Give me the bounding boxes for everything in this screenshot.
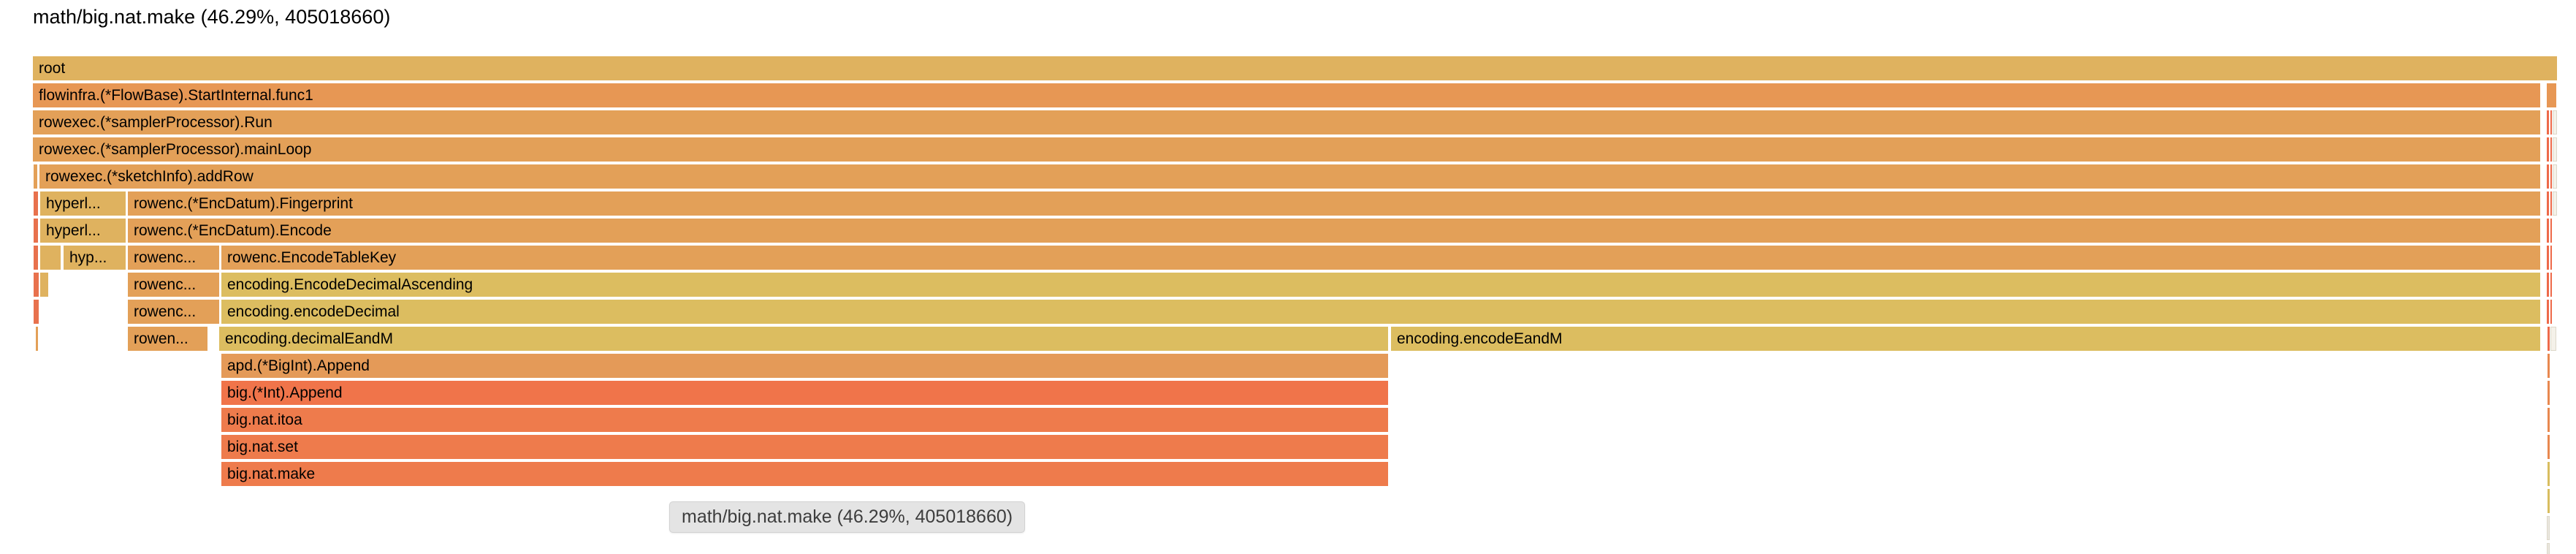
frame-flowbase-startinternal-func1[interactable]: flowinfra.(*FlowBase).StartInternal.func… bbox=[33, 83, 2540, 107]
frame-sliver[interactable] bbox=[2547, 543, 2550, 554]
frame-sliver[interactable] bbox=[2547, 516, 2550, 540]
frame-root[interactable]: root bbox=[33, 56, 2557, 80]
frame-encoding-encodedecimalascending[interactable]: encoding.EncodeDecimalAscending bbox=[221, 273, 2540, 297]
frame-samplerprocessor-run[interactable]: rowexec.(*samplerProcessor).Run bbox=[33, 110, 2540, 134]
frame-sliver[interactable] bbox=[34, 246, 38, 270]
frame-sliver[interactable] bbox=[2547, 219, 2549, 243]
frame-rowenc-encodetablekey[interactable]: rowenc.EncodeTableKey bbox=[221, 246, 2540, 270]
page-title: math/big.nat.make (46.29%, 405018660) bbox=[33, 6, 391, 28]
frame-sliver[interactable] bbox=[36, 327, 38, 351]
frame-sliver[interactable] bbox=[2550, 273, 2552, 297]
frame-sliver[interactable] bbox=[2550, 164, 2552, 189]
frame-hyperl-truncated[interactable]: hyperl... bbox=[40, 219, 126, 243]
frame-sliver[interactable] bbox=[34, 300, 39, 324]
hover-tooltip: math/big.nat.make (46.29%, 405018660) bbox=[669, 501, 1026, 533]
frame-sliver[interactable] bbox=[2547, 191, 2549, 216]
frame-hyp-truncated[interactable]: hyp... bbox=[64, 246, 126, 270]
frame-rowenc-truncated[interactable]: rowenc... bbox=[128, 300, 219, 324]
frame-sliver[interactable] bbox=[40, 273, 48, 297]
frame-sliver[interactable] bbox=[2547, 110, 2549, 134]
frame-samplerprocessor-mainloop[interactable]: rowexec.(*samplerProcessor).mainLoop bbox=[33, 137, 2540, 162]
frame-sliver[interactable] bbox=[2548, 435, 2550, 459]
frame-encoding-encodeeandm[interactable]: encoding.encodeEandM bbox=[1391, 327, 2540, 351]
frame-sliver[interactable] bbox=[2547, 164, 2549, 189]
frame-hyperl-truncated[interactable]: hyperl... bbox=[40, 191, 126, 216]
frame-rowenc-truncated[interactable]: rowenc... bbox=[128, 246, 219, 270]
frame-encoding-encodedecimal[interactable]: encoding.encodeDecimal bbox=[221, 300, 2540, 324]
frame-apd-bigint-append[interactable]: apd.(*BigInt).Append bbox=[221, 354, 1388, 378]
frame-sliver[interactable] bbox=[2547, 273, 2549, 297]
frame-sliver[interactable] bbox=[2550, 327, 2556, 351]
frame-sliver[interactable] bbox=[2548, 354, 2550, 378]
frame-sliver[interactable] bbox=[2548, 462, 2550, 486]
frame-sliver[interactable] bbox=[2550, 300, 2552, 324]
frame-rowenc-truncated[interactable]: rowenc... bbox=[128, 273, 219, 297]
frame-sliver[interactable] bbox=[2547, 300, 2549, 324]
frame-sliver[interactable] bbox=[2547, 246, 2549, 270]
frame-big-nat-set[interactable]: big.nat.set bbox=[221, 435, 1388, 459]
frame-sliver[interactable] bbox=[2550, 246, 2552, 270]
frame-sliver[interactable] bbox=[2553, 110, 2557, 134]
frame-encdatum-fingerprint[interactable]: rowenc.(*EncDatum).Fingerprint bbox=[128, 191, 2540, 216]
frame-big-nat-itoa[interactable]: big.nat.itoa bbox=[221, 408, 1388, 432]
frame-sliver[interactable] bbox=[2550, 137, 2552, 162]
frame-sliver[interactable] bbox=[34, 164, 37, 189]
frame-sliver[interactable] bbox=[2548, 327, 2550, 351]
frame-small-right[interactable] bbox=[2547, 83, 2556, 107]
frame-sliver[interactable] bbox=[2548, 408, 2550, 432]
frame-sliver[interactable] bbox=[2548, 489, 2550, 513]
frame-big-nat-make[interactable]: big.nat.make bbox=[221, 462, 1388, 486]
frame-sliver[interactable] bbox=[2550, 191, 2552, 216]
frame-big-int-append[interactable]: big.(*Int).Append bbox=[221, 381, 1388, 405]
frame-sliver[interactable] bbox=[34, 219, 38, 243]
frame-sliver[interactable] bbox=[34, 273, 39, 297]
frame-sliver[interactable] bbox=[2548, 381, 2550, 405]
frame-sliver[interactable] bbox=[2550, 219, 2552, 243]
frame-encoding-decimaleandm[interactable]: encoding.decimalEandM bbox=[219, 327, 1388, 351]
frame-sliver[interactable] bbox=[2550, 110, 2552, 134]
frame-sliver[interactable] bbox=[34, 191, 38, 216]
frame-rowen-truncated[interactable]: rowen... bbox=[128, 327, 207, 351]
frame-sliver[interactable] bbox=[2553, 137, 2557, 162]
frame-sketchinfo-addrow[interactable]: rowexec.(*sketchInfo).addRow bbox=[39, 164, 2540, 189]
frame-sliver[interactable] bbox=[2553, 164, 2557, 189]
frame-encdatum-encode[interactable]: rowenc.(*EncDatum).Encode bbox=[128, 219, 2540, 243]
frame-sliver[interactable] bbox=[2553, 191, 2557, 216]
frame-sliver[interactable] bbox=[2547, 137, 2549, 162]
frame-sliver[interactable] bbox=[40, 246, 61, 270]
